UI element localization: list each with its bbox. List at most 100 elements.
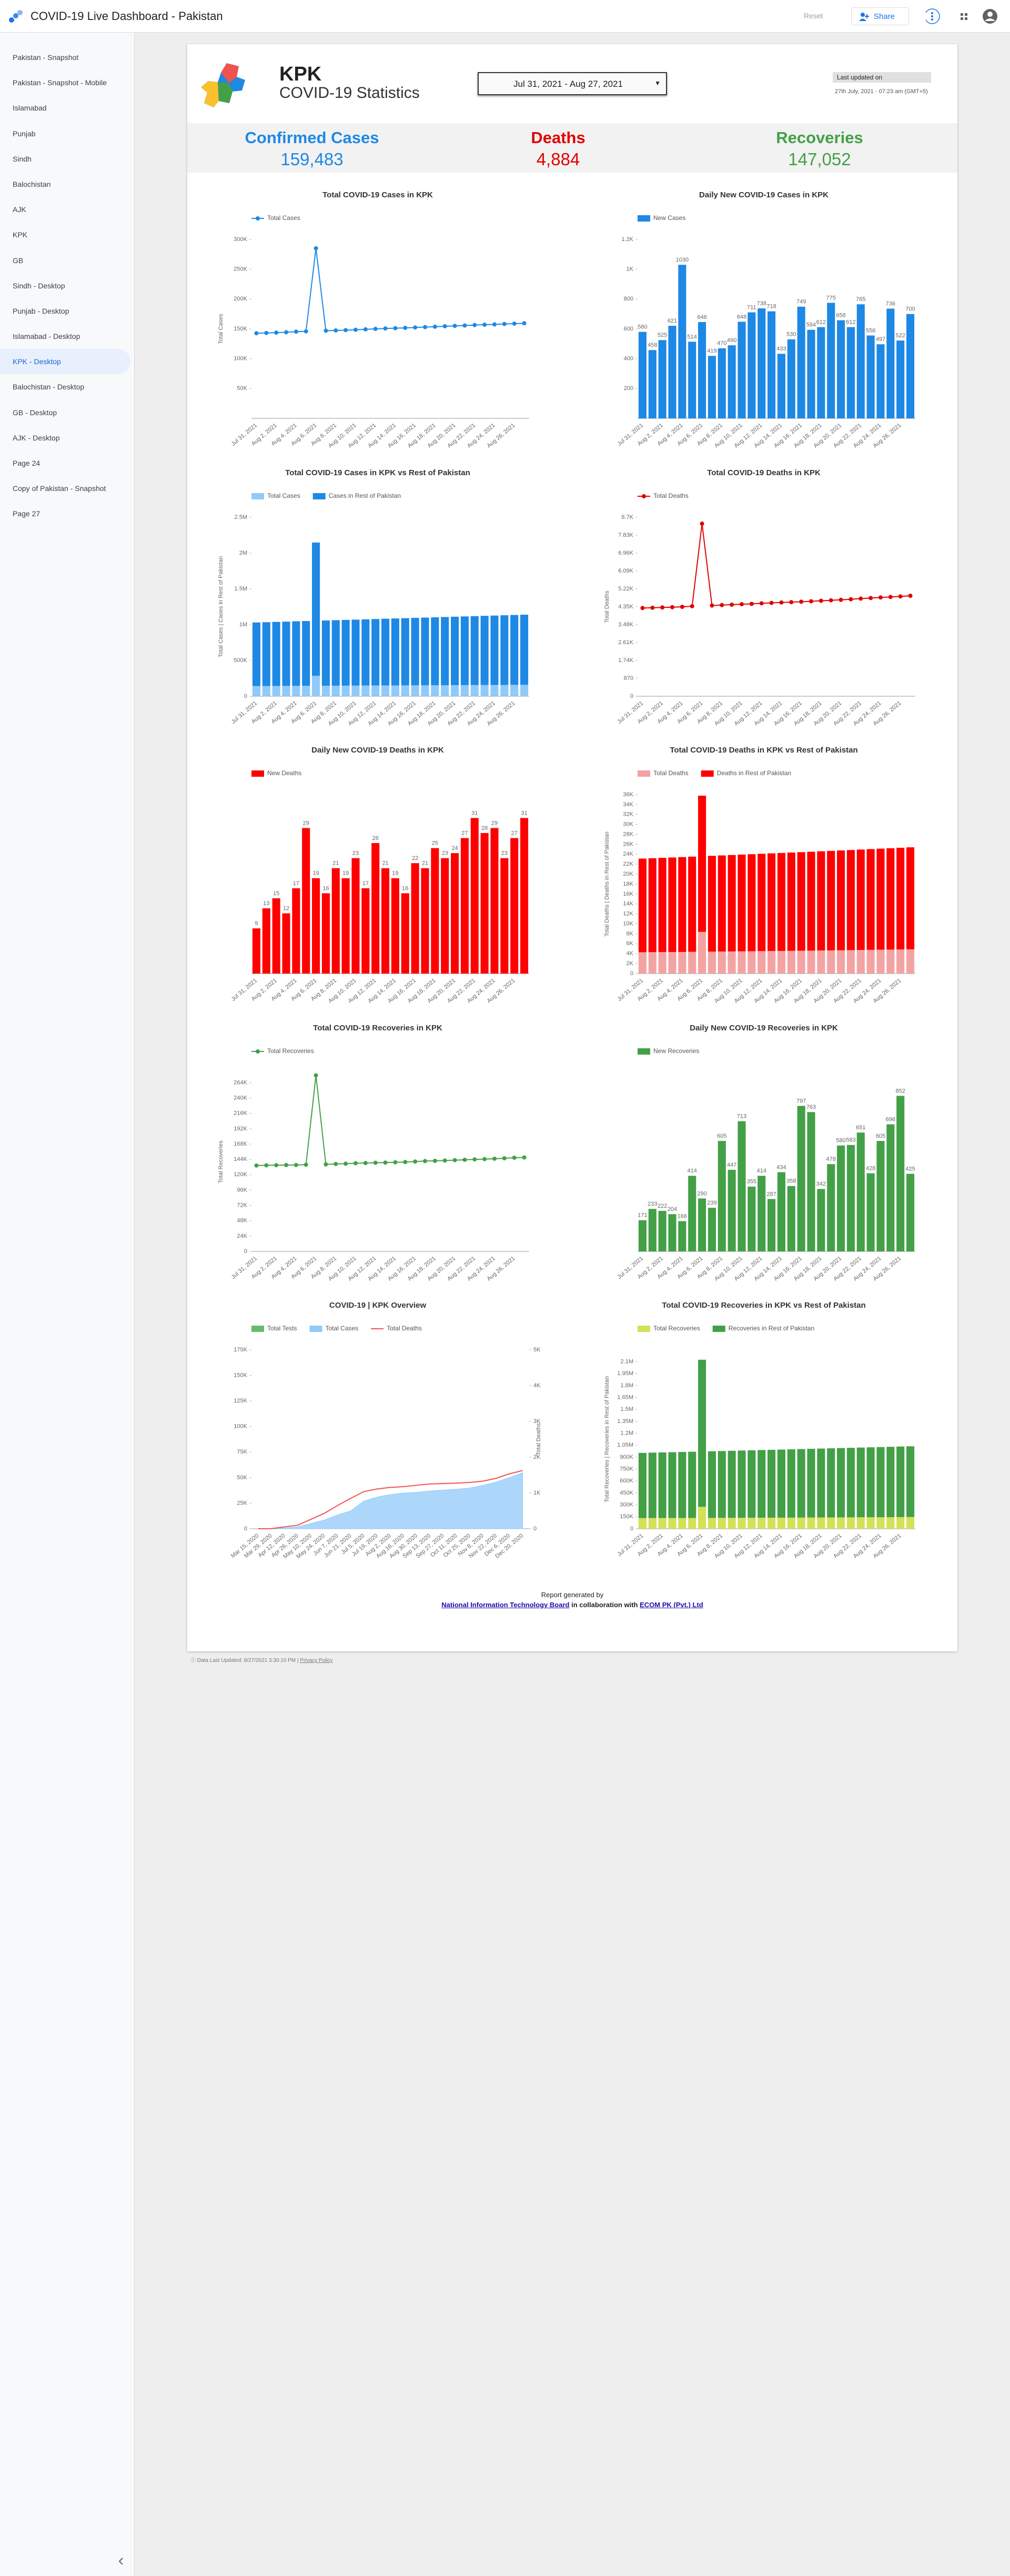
y-tick-label: 30K	[623, 821, 633, 828]
bar-segment	[738, 1518, 746, 1529]
bar-segment	[421, 617, 429, 685]
collapse-icon[interactable]	[116, 2556, 126, 2567]
bar	[817, 1188, 825, 1251]
bar-segment	[797, 852, 805, 951]
bar-segment	[441, 616, 449, 685]
bar-segment	[381, 685, 390, 696]
bar-segment	[500, 684, 509, 696]
date-range-picker[interactable]: Jul 31, 2021 - Aug 27, 2021 ▼	[478, 72, 667, 95]
bar	[292, 888, 300, 974]
data-label: 580	[836, 1137, 845, 1144]
data-label: 736	[886, 300, 895, 307]
nav-item[interactable]: Punjab - Desktop	[13, 306, 69, 315]
updated-value: 27th July, 2021 - 07:23 am (GMT+5)	[835, 88, 928, 95]
point	[452, 324, 457, 328]
nav-item[interactable]: GB - Desktop	[13, 408, 57, 417]
bar-segment	[896, 847, 905, 950]
legend-label: Total Deaths	[653, 769, 689, 777]
y-tick-label: 240K	[234, 1095, 247, 1101]
nav-item[interactable]: KPK	[13, 230, 28, 239]
bar	[312, 878, 320, 974]
data-label: 28	[481, 825, 488, 831]
privacy-link[interactable]: Privacy Policy	[300, 1658, 333, 1663]
region-subtitle: COVID-19 Statistics	[279, 84, 420, 102]
y-tick-label: 0	[244, 1248, 247, 1254]
legend-label: New Recoveries	[653, 1047, 699, 1055]
y-tick-label: 12K	[623, 911, 633, 917]
data-label: 23	[501, 850, 508, 857]
bar-segment	[846, 1448, 855, 1518]
bar-segment	[886, 1447, 895, 1517]
bar-segment	[718, 951, 726, 974]
nav-item[interactable]: Sindh	[13, 154, 32, 163]
legend-swatch	[701, 770, 714, 777]
point	[413, 1159, 418, 1164]
data-label: 25	[432, 840, 438, 846]
nav-item[interactable]: Balochistan	[13, 179, 51, 188]
point	[334, 328, 338, 333]
chart: Daily New COVID-19 Recoveries in KPK New …	[617, 1023, 915, 1282]
nav-item[interactable]: AJK	[13, 205, 26, 214]
point	[294, 1162, 298, 1167]
point	[898, 594, 903, 598]
y-tick-label: 144K	[234, 1156, 247, 1162]
nav-item[interactable]: Punjab	[13, 129, 36, 138]
y-tick-label: 5.22K	[618, 585, 633, 592]
nav-item[interactable]: AJK - Desktop	[13, 433, 60, 442]
y-axis-title: Total Cases | Cases in Rest of Pakistan	[218, 556, 224, 657]
y-tick-label: 25K	[237, 1500, 247, 1506]
data-label: 29	[303, 820, 309, 826]
bar-segment	[698, 1359, 706, 1507]
point	[383, 326, 388, 331]
data-label: 355	[747, 1178, 756, 1185]
point	[908, 593, 913, 598]
point	[700, 521, 704, 526]
nav-item[interactable]: Page 27	[13, 509, 41, 518]
bar-segment	[738, 1450, 746, 1518]
bar-segment	[668, 1518, 676, 1529]
bar-segment	[351, 685, 360, 696]
reset-button[interactable]: Reset	[804, 12, 823, 20]
org-link[interactable]: National Information Technology Board	[441, 1601, 570, 1609]
point	[363, 1160, 368, 1165]
legend-label: Total Recoveries	[653, 1325, 700, 1332]
bar-segment	[896, 949, 905, 974]
point	[284, 330, 288, 335]
nav-item[interactable]: Sindh - Desktop	[13, 281, 65, 290]
region-title: KPK	[279, 63, 322, 85]
bar	[638, 332, 647, 418]
data-label: 580	[638, 324, 647, 330]
data-label: 700	[905, 306, 915, 313]
nav-item[interactable]: Pakistan - Snapshot	[13, 53, 79, 62]
data-label: 27	[511, 830, 518, 836]
share-button[interactable]: Share	[851, 7, 909, 25]
nav-item[interactable]: KPK - Desktop	[0, 349, 130, 375]
point	[324, 1162, 328, 1167]
data-label: 763	[806, 1104, 816, 1110]
bar-segment	[827, 1448, 835, 1518]
nav-item[interactable]: GB	[13, 256, 24, 265]
bar	[678, 265, 686, 418]
data-label: 583	[846, 1137, 855, 1143]
data-label: 713	[737, 1113, 746, 1119]
series-line	[256, 1075, 524, 1166]
nav-item[interactable]: Page 24	[13, 459, 41, 467]
data-label: 612	[816, 319, 826, 326]
partner-link[interactable]: ECOM PK (Pvt.) Ltd	[640, 1601, 703, 1609]
nav-item[interactable]: Islamabad	[13, 104, 47, 113]
y-tick-label: 75K	[237, 1449, 247, 1455]
bar-segment	[638, 858, 647, 953]
legend-label: Total Tests	[267, 1325, 297, 1332]
point	[432, 1158, 437, 1163]
nav-item[interactable]: Islamabad - Desktop	[13, 332, 80, 341]
data-label: 23	[442, 850, 448, 857]
updated-label: Last updated on	[833, 72, 931, 83]
data-label: 658	[836, 312, 845, 318]
chart: Total COVID-19 Recoveries in KPK vs Rest…	[604, 1301, 915, 1560]
nav-item[interactable]: Pakistan - Snapshot - Mobile	[13, 78, 107, 87]
nav-item[interactable]: Copy of Pakistan - Snapshot	[13, 484, 106, 493]
bar-segment	[688, 1451, 696, 1518]
toolbar-icons[interactable]	[926, 8, 1005, 25]
point	[819, 598, 823, 603]
nav-item[interactable]: Balochistan - Desktop	[13, 383, 85, 392]
